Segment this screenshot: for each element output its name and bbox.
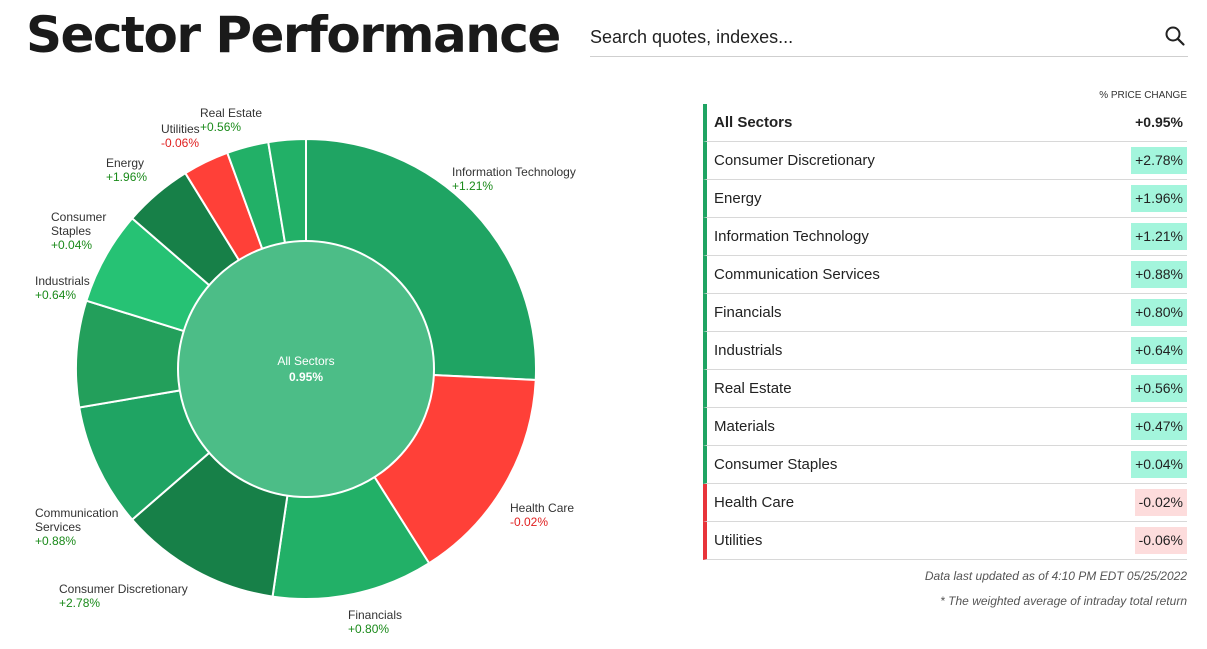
label-value-real-estate: +0.56%	[200, 120, 241, 134]
label-value-industrials: +0.64%	[35, 288, 76, 302]
footnote-updated: Data last updated as of 4:10 PM EDT 05/2…	[924, 569, 1187, 583]
row-sector-name: Financials	[714, 304, 782, 321]
row-price-change: +0.04%	[1131, 451, 1187, 478]
row-price-change: -0.06%	[1134, 527, 1187, 554]
label-name-utilities: Utilities	[161, 122, 200, 136]
table-rows: All Sectors +0.95% Consumer Discretionary +…	[703, 104, 1187, 560]
sector-donut-chart: All Sectors 0.95% Information Technology…	[35, 106, 576, 636]
label-value-health-care: -0.02%	[510, 515, 548, 529]
label-value-utilities: -0.06%	[161, 136, 199, 150]
label-value-financials: +0.80%	[348, 622, 389, 636]
table-row[interactable]: Materials +0.47%	[703, 408, 1187, 446]
label-name-communication-services: Services	[35, 520, 81, 534]
label-name-communication-services: Communication	[35, 506, 118, 520]
search-button[interactable]	[1162, 24, 1188, 50]
row-price-change: +0.56%	[1131, 375, 1187, 402]
row-sector-name: Energy	[714, 190, 762, 207]
table-row[interactable]: All Sectors +0.95%	[703, 104, 1187, 142]
table-row[interactable]: Financials +0.80%	[703, 294, 1187, 332]
search-bar	[590, 18, 1188, 57]
row-sector-name: Consumer Staples	[714, 456, 838, 473]
row-price-change: +2.78%	[1131, 147, 1187, 174]
table-row[interactable]: Information Technology +1.21%	[703, 218, 1187, 256]
row-sector-name: Real Estate	[714, 380, 792, 397]
row-sector-name: Communication Services	[714, 266, 880, 283]
page-title: Sector Performance	[26, 6, 561, 64]
row-sector-name: Consumer Discretionary	[714, 152, 875, 169]
table-row[interactable]: Health Care -0.02%	[703, 484, 1187, 522]
row-sector-name: Utilities	[714, 532, 763, 549]
label-name-consumer-staples: Consumer	[51, 210, 106, 224]
label-value-communication-services: +0.88%	[35, 534, 76, 548]
row-price-change: +0.80%	[1131, 299, 1187, 326]
label-value-consumer-staples: +0.04%	[51, 238, 92, 252]
row-sector-name: Industrials	[714, 342, 783, 359]
label-value-energy: +1.96%	[106, 170, 147, 184]
row-sector-name: Information Technology	[714, 228, 869, 245]
sector-table: % PRICE CHANGE All Sectors +0.95% Consumer…	[703, 86, 1187, 560]
table-row[interactable]: Energy +1.96%	[703, 180, 1187, 218]
row-price-change: +0.64%	[1131, 337, 1187, 364]
label-name-real-estate: Real Estate	[200, 106, 262, 120]
row-price-change: +0.95%	[1135, 114, 1183, 130]
search-icon	[1165, 26, 1185, 46]
table-row[interactable]: Communication Services +0.88%	[703, 256, 1187, 294]
label-value-information-technology: +1.21%	[452, 179, 493, 193]
label-name-consumer-staples: Staples	[51, 224, 91, 238]
label-name-consumer-discretionary: Consumer Discretionary	[59, 582, 188, 596]
label-name-health-care: Health Care	[510, 501, 574, 515]
center-label: All Sectors	[277, 354, 334, 368]
row-price-change: +1.21%	[1131, 223, 1187, 250]
column-header: % PRICE CHANGE	[1099, 90, 1187, 101]
label-name-industrials: Industrials	[35, 274, 90, 288]
row-sector-name: All Sectors	[714, 114, 793, 131]
footnote-note: * The weighted average of intraday total…	[940, 594, 1187, 608]
table-row[interactable]: Real Estate +0.56%	[703, 370, 1187, 408]
slice-labels: Information Technology+1.21%Health Care-…	[35, 106, 576, 636]
center-value: 0.95%	[289, 370, 323, 384]
row-price-change: +0.88%	[1131, 261, 1187, 288]
donut-center[interactable]	[177, 240, 435, 498]
row-price-change: +1.96%	[1131, 185, 1187, 212]
row-sector-name: Materials	[714, 418, 775, 435]
label-value-consumer-discretionary: +2.78%	[59, 596, 100, 610]
row-price-change: -0.02%	[1134, 489, 1187, 516]
label-name-financials: Financials	[348, 608, 402, 622]
label-name-information-technology: Information Technology	[452, 165, 576, 179]
search-input[interactable]	[590, 22, 1130, 52]
table-row[interactable]: Consumer Staples +0.04%	[703, 446, 1187, 484]
table-row[interactable]: Utilities -0.06%	[703, 522, 1187, 560]
table-row[interactable]: Consumer Discretionary +2.78%	[703, 142, 1187, 180]
row-price-change: +0.47%	[1131, 413, 1187, 440]
table-row[interactable]: Industrials +0.64%	[703, 332, 1187, 370]
label-name-energy: Energy	[106, 156, 144, 170]
row-sector-name: Health Care	[714, 494, 795, 511]
